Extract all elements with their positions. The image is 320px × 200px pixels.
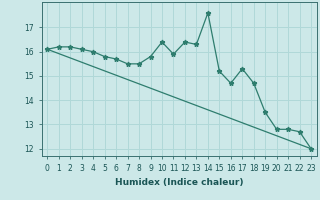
- X-axis label: Humidex (Indice chaleur): Humidex (Indice chaleur): [115, 178, 244, 187]
